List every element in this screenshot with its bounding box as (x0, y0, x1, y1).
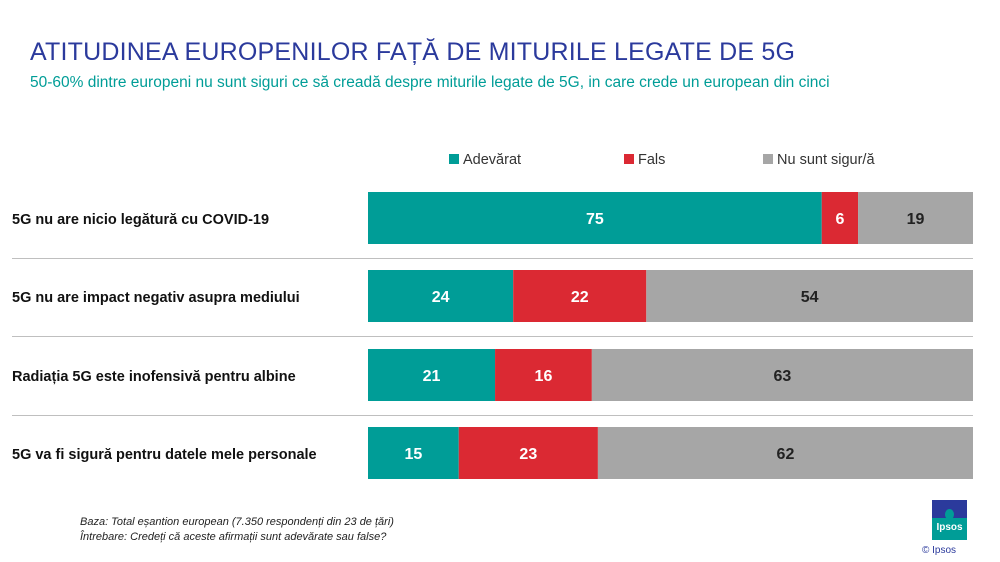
ipsos-logo: Ipsos (932, 500, 967, 540)
row-divider (12, 336, 973, 337)
data-label-nesigur-3: 62 (777, 446, 795, 463)
legend-label-nesigur: Nu sunt sigur/ă (777, 152, 875, 168)
bar-nesigur-1 (646, 270, 973, 322)
legend-label-fals: Fals (638, 152, 666, 168)
row-divider (12, 258, 973, 259)
bar-nesigur-2 (591, 349, 973, 401)
bar-fals-0 (821, 192, 859, 244)
data-label-adevarat-1: 24 (432, 289, 450, 306)
legend-item-adevarat: Adevărat (449, 152, 521, 168)
bar-adevarat-0 (368, 192, 822, 244)
data-label-fals-2: 16 (535, 368, 553, 385)
legend-item-fals: Fals (624, 152, 665, 168)
data-label-fals-1: 22 (571, 289, 589, 306)
copyright: © Ipsos (922, 545, 957, 556)
data-label-nesigur-1: 54 (801, 289, 819, 306)
page-title: ATITUDINEA EUROPENILOR FAȚĂ DE MITURILE … (30, 38, 796, 66)
row-label-mediu: 5G nu are impact negativ asupra mediului (12, 290, 300, 306)
data-label-fals-0: 6 (835, 211, 844, 228)
data-label-adevarat-0: 75 (586, 211, 604, 228)
data-label-fals-3: 23 (519, 446, 537, 463)
legend-swatch-adevarat (449, 154, 459, 164)
bar-fals-3 (458, 427, 598, 479)
data-label-adevarat-2: 21 (423, 368, 441, 385)
data-label-adevarat-3: 15 (404, 446, 422, 463)
legend-label-adevarat: Adevărat (463, 152, 522, 168)
logo-text: Ipsos (936, 522, 963, 533)
row-label-albine: Radiația 5G este inofensivă pentru albin… (12, 369, 296, 385)
bar-fals-1 (513, 270, 647, 322)
legend-swatch-nesigur (763, 154, 773, 164)
bar-adevarat-3 (368, 427, 459, 479)
page-subtitle: 50-60% dintre europeni nu sunt siguri ce… (30, 74, 830, 91)
bar-fals-2 (495, 349, 592, 401)
footnote-base: Baza: Total eșantion european (7.350 res… (80, 516, 394, 528)
legend-item-nesigur: Nu sunt sigur/ă (763, 152, 875, 168)
bar-adevarat-2 (368, 349, 496, 401)
bar-nesigur-3 (597, 427, 973, 479)
row-divider (12, 415, 973, 416)
data-label-nesigur-2: 63 (774, 368, 792, 385)
chart-legend: Adevărat Fals Nu sunt sigur/ă (0, 152, 1000, 172)
data-label-nesigur-0: 19 (907, 211, 925, 228)
row-label-covid: 5G nu are nicio legătură cu COVID-19 (12, 212, 270, 228)
legend-swatch-fals (624, 154, 634, 164)
row-label-date-personale: 5G va fi sigură pentru datele mele perso… (12, 447, 317, 463)
bar-adevarat-1 (368, 270, 514, 322)
footnote-question: Întrebare: Credeți că aceste afirmații s… (80, 531, 387, 543)
bar-nesigur-0 (858, 192, 973, 244)
